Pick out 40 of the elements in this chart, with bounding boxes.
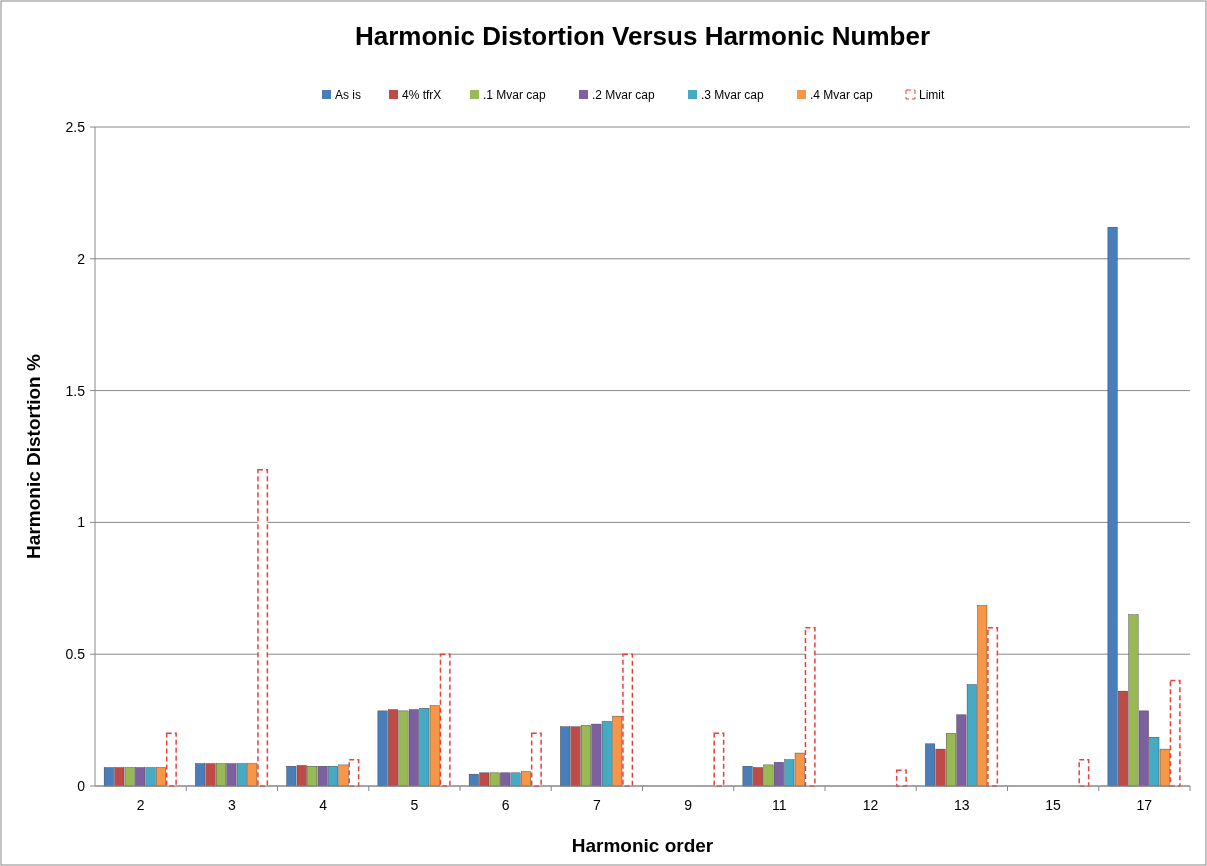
y-axis-title: Harmonic Distortion % bbox=[23, 354, 44, 559]
x-tick-label: 5 bbox=[410, 797, 419, 813]
bar bbox=[987, 627, 999, 787]
legend-label: Limit bbox=[919, 88, 945, 102]
bar bbox=[1078, 758, 1090, 787]
legend-label: 4% tfrX bbox=[402, 88, 442, 102]
y-tick-label: 0.5 bbox=[65, 646, 86, 663]
bar bbox=[895, 769, 907, 787]
x-tick-label: 11 bbox=[772, 797, 787, 813]
x-tick-label: 15 bbox=[1045, 797, 1062, 813]
x-tick-label: 12 bbox=[862, 797, 879, 813]
legend-label: .4 Mvar cap bbox=[810, 88, 874, 102]
y-tick-label: 2.5 bbox=[65, 119, 86, 135]
legend-label: .2 Mvar cap bbox=[592, 88, 656, 102]
chart-title: Harmonic Distortion Versus Harmonic Number bbox=[354, 21, 931, 51]
legend-label: .3 Mvar cap bbox=[701, 88, 765, 102]
x-tick-label: 4 bbox=[319, 797, 328, 813]
bar bbox=[530, 732, 542, 787]
x-tick-label: 6 bbox=[501, 797, 510, 813]
bar bbox=[622, 653, 634, 787]
y-tick-label: 0 bbox=[77, 778, 86, 794]
y-tick-label: 2 bbox=[77, 250, 86, 267]
bar bbox=[1169, 679, 1181, 787]
y-tick-label: 1 bbox=[77, 514, 86, 531]
y-tick-label: 1.5 bbox=[65, 382, 86, 399]
x-tick-label: 13 bbox=[954, 797, 970, 813]
bar bbox=[804, 627, 816, 787]
x-axis-title: Harmonic order bbox=[571, 835, 714, 856]
x-tick-label: 3 bbox=[227, 797, 236, 813]
bar bbox=[257, 468, 269, 787]
bar bbox=[439, 653, 451, 787]
bar bbox=[348, 758, 360, 787]
x-tick-label: 7 bbox=[592, 797, 601, 813]
legend-label: .1 Mvar cap bbox=[483, 88, 547, 102]
bar bbox=[713, 732, 725, 787]
bar bbox=[165, 732, 177, 787]
x-tick-label: 9 bbox=[684, 797, 693, 813]
legend-label: As is bbox=[335, 88, 362, 102]
x-tick-label: 17 bbox=[1136, 797, 1153, 813]
x-tick-label: 2 bbox=[136, 797, 145, 813]
